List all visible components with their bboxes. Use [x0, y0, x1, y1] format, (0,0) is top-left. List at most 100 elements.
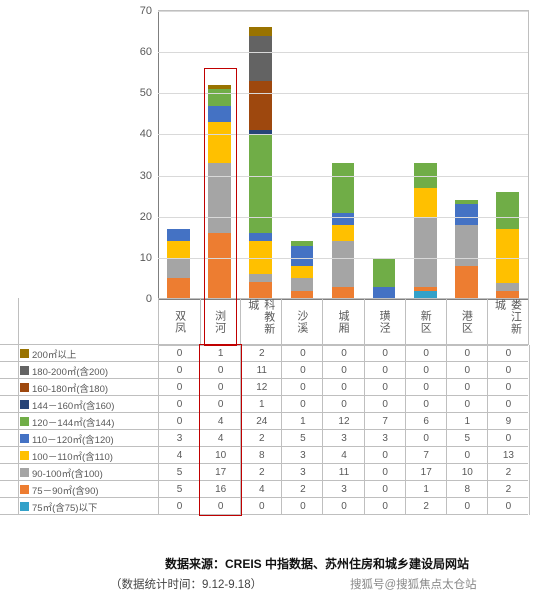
- table-cell: 5: [281, 430, 323, 447]
- table-cell: 0: [364, 396, 406, 413]
- table-cell: 0: [158, 362, 200, 379]
- table-cell: 2: [487, 464, 530, 481]
- bar: [332, 163, 355, 299]
- series-label-text: 90-100㎡(含100): [32, 466, 103, 480]
- series-label: 75㎡(含75)以下: [18, 498, 160, 515]
- table-cell: 3: [158, 430, 200, 447]
- table-cell: 0: [364, 481, 406, 498]
- table-cell: 0: [446, 447, 488, 464]
- bar-segment: [414, 217, 437, 287]
- table-cell: 16: [199, 481, 241, 498]
- gridline: [158, 258, 528, 259]
- chart-plot-area: 010203040506070: [158, 10, 529, 299]
- bar-segment: [208, 89, 231, 105]
- bar-segment: [291, 246, 314, 267]
- series-label: 120－144㎡(含144): [18, 413, 160, 430]
- bar: [167, 229, 190, 299]
- table-cell: 17: [199, 464, 241, 481]
- bar-segment: [249, 81, 272, 130]
- y-tick-label: 40: [140, 128, 158, 140]
- series-label-text: 75㎡(含75)以下: [32, 500, 97, 514]
- table-row: 75㎡(含75)以下000000200: [0, 497, 528, 515]
- table-cell: 3: [364, 430, 406, 447]
- series-label: 180-200㎡(含200): [18, 362, 160, 379]
- table-row: 160-180㎡(含180)0012000000: [0, 378, 528, 396]
- time-line: （数据统计时间：9.12-9.18）: [110, 576, 262, 592]
- table-cell: 0: [158, 345, 200, 362]
- series-label-text: 160-180㎡(含180): [32, 381, 108, 395]
- table-cell: 0: [281, 396, 323, 413]
- x-category-label: 浏河: [199, 299, 241, 345]
- table-cell: 0: [405, 396, 447, 413]
- table-cell: 4: [158, 447, 200, 464]
- bar-segment: [455, 204, 478, 225]
- bar-segment: [249, 282, 272, 298]
- legend-swatch: [20, 349, 29, 358]
- x-category-label: 娄江新城: [487, 299, 529, 345]
- table-cell: 2: [240, 430, 282, 447]
- series-label-text: 75－90㎡(含90): [32, 483, 99, 497]
- table-cell: 7: [405, 447, 447, 464]
- table-cell: 11: [322, 464, 364, 481]
- table-cell: 0: [364, 379, 406, 396]
- gridline: [158, 11, 528, 12]
- table-cell: 0: [446, 498, 488, 515]
- table-cell: 0: [446, 379, 488, 396]
- bar-segment: [167, 258, 190, 279]
- legend-swatch: [20, 400, 29, 409]
- table-cell: 2: [281, 481, 323, 498]
- bar-segment: [167, 241, 190, 257]
- table-cell: 0: [158, 413, 200, 430]
- table-cell: 1: [446, 413, 488, 430]
- x-category-label: 沙溪: [281, 299, 323, 345]
- table-cell: 2: [240, 345, 282, 362]
- bar-segment: [414, 188, 437, 217]
- table-cell: 0: [322, 396, 364, 413]
- series-label: 160-180㎡(含180): [18, 379, 160, 396]
- table-cell: 1: [281, 413, 323, 430]
- table-cell: 0: [405, 362, 447, 379]
- table-cell: 0: [158, 498, 200, 515]
- table-cell: 2: [487, 481, 530, 498]
- table-cell: 0: [364, 464, 406, 481]
- table-cell: 0: [405, 379, 447, 396]
- series-label: 75－90㎡(含90): [18, 481, 160, 498]
- table-row: 110－120㎡(含120)342533050: [0, 429, 528, 447]
- table-row: 180-200㎡(含200)0011000000: [0, 361, 528, 379]
- table-cell: 3: [322, 481, 364, 498]
- table-cell: 4: [199, 413, 241, 430]
- table-row: 144－160㎡(含160)001000000: [0, 395, 528, 413]
- table-cell: 4: [322, 447, 364, 464]
- table-cell: 10: [446, 464, 488, 481]
- table-cell: 5: [158, 464, 200, 481]
- x-category-label: 新区: [405, 299, 447, 345]
- table-cell: 13: [487, 447, 530, 464]
- legend-swatch: [20, 451, 29, 460]
- table-row: 100－110㎡(含110)41083407013: [0, 446, 528, 464]
- table-cell: 3: [281, 464, 323, 481]
- table-cell: 0: [322, 345, 364, 362]
- series-label-text: 100－110㎡(含110): [32, 449, 113, 463]
- table-cell: 0: [322, 498, 364, 515]
- bar: [373, 258, 396, 299]
- table-cell: 0: [199, 362, 241, 379]
- x-category-label: 双凤: [158, 299, 201, 345]
- table-row: 75－90㎡(含90)5164230182: [0, 480, 528, 498]
- table-cell: 0: [281, 362, 323, 379]
- table-cell: 11: [240, 362, 282, 379]
- legend-swatch: [20, 417, 29, 426]
- x-category-label: 城厢: [322, 299, 364, 345]
- table-cell: 8: [446, 481, 488, 498]
- table-row: 200㎡以上012000000: [0, 344, 528, 362]
- bar-segment: [167, 229, 190, 241]
- table-cell: 2: [405, 498, 447, 515]
- table-cell: 1: [405, 481, 447, 498]
- gridline: [158, 52, 528, 53]
- table-cell: 7: [364, 413, 406, 430]
- y-tick-label: 10: [140, 252, 158, 264]
- table-row: 120－144㎡(含144)04241127619: [0, 412, 528, 430]
- series-label-text: 120－144㎡(含144): [32, 415, 114, 429]
- bar-segment: [208, 163, 231, 233]
- x-category-row: 双凤浏河科教新城沙溪城厢璜泾新区港区娄江新城: [158, 298, 528, 346]
- bar-segment: [496, 229, 519, 282]
